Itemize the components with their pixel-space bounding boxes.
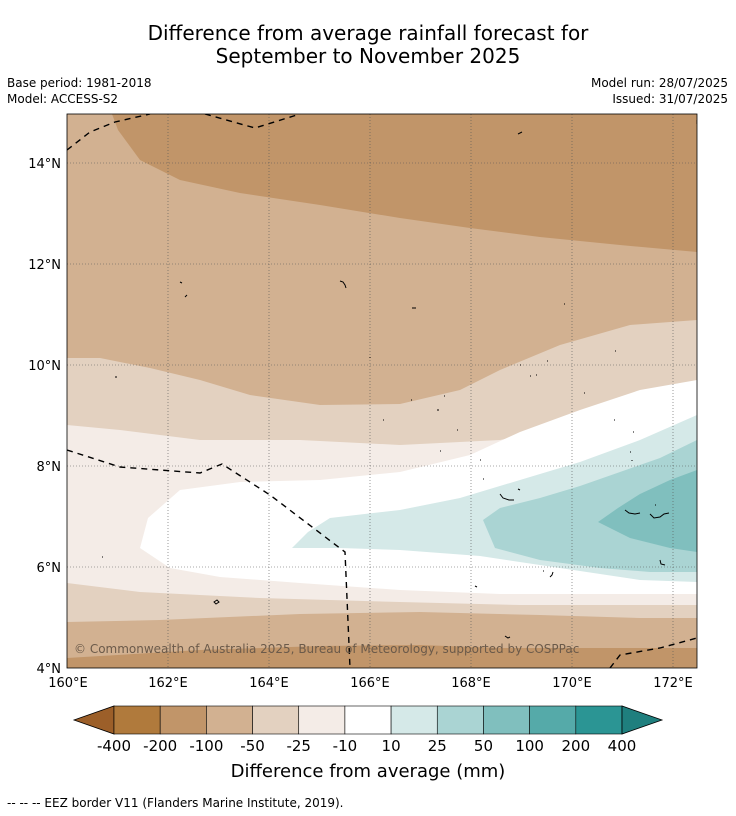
colorbar-tick-label: 10 xyxy=(382,737,401,755)
lon-label-170e: 170°E xyxy=(552,676,592,691)
lat-label-4n: 4°N xyxy=(37,662,62,677)
colorbar-swatch xyxy=(483,705,530,735)
colorbar-under-arrow xyxy=(72,705,115,735)
lat-label-6n: 6°N xyxy=(37,561,62,576)
model-run: Model run: 28/07/2025 xyxy=(590,76,728,90)
lon-label-164e: 164°E xyxy=(249,676,289,691)
lon-label-160e: 160°E xyxy=(48,676,88,691)
colorbar-swatch xyxy=(252,705,300,735)
eez-legend: -- -- -- EEZ border V11 (Flanders Marine… xyxy=(7,796,344,810)
lon-label-172e: 172°E xyxy=(653,676,693,691)
islands xyxy=(102,120,697,639)
copyright-text: © Commonwealth of Australia 2025, Bureau… xyxy=(74,642,579,656)
lat-labels: 14°N 12°N 10°N 8°N 6°N 4°N xyxy=(28,157,61,677)
lat-label-12n: 12°N xyxy=(28,258,61,273)
lat-label-14n: 14°N xyxy=(28,157,61,172)
colorbar-swatch xyxy=(529,705,577,735)
title-line-2: September to November 2025 xyxy=(215,44,521,68)
colorbar: -400 -200 -100 -50 -25 -10 10 25 50 100 200 400 xyxy=(72,705,664,755)
lat-label-8n: 8°N xyxy=(37,460,62,475)
base-period: Base period: 1981-2018 xyxy=(7,76,152,90)
colorbar-swatch xyxy=(298,705,346,735)
eez-borders xyxy=(67,114,697,668)
issued-date: Issued: 31/07/2025 xyxy=(612,92,728,106)
colorbar-swatch xyxy=(206,705,253,735)
colorbar-over-arrow xyxy=(621,705,664,735)
lon-label-166e: 166°E xyxy=(350,676,390,691)
colorbar-swatch xyxy=(159,705,207,735)
colorbar-tick-label: -25 xyxy=(286,737,311,755)
colorbar-tick-label: 50 xyxy=(474,737,493,755)
lat-label-10n: 10°N xyxy=(28,359,61,374)
contour-layer xyxy=(67,114,697,668)
map-title: Difference from average rainfall forecas… xyxy=(0,22,736,68)
lon-label-162e: 162°E xyxy=(148,676,188,691)
rainfall-map: © Commonwealth of Australia 2025, Bureau… xyxy=(28,113,698,755)
colorbar-tick-label: 25 xyxy=(428,737,447,755)
grid-lines xyxy=(67,114,697,668)
model-name: Model: ACCESS-S2 xyxy=(7,92,119,106)
meta-right: Model run: 28/07/2025 Issued: 31/07/2025 xyxy=(591,75,728,107)
colorbar-tick-label: -200 xyxy=(143,737,177,755)
colorbar-tick-label: 100 xyxy=(515,737,544,755)
meta-left: Base period: 1981-2018 Model: ACCESS-S2 xyxy=(7,75,152,107)
colorbar-tick-label: -50 xyxy=(240,737,265,755)
colorbar-tick-label: -10 xyxy=(333,737,358,755)
contour-band-m200 xyxy=(112,114,697,252)
colorbar-swatch xyxy=(113,705,161,735)
colorbar-tick-label: 400 xyxy=(608,737,637,755)
colorbar-tick-labels: -400 -200 -100 -50 -25 -10 10 25 50 100 200 400 xyxy=(97,737,636,755)
lon-labels: 160°E 162°E 164°E 166°E 168°E 170°E 172°… xyxy=(48,676,693,691)
title-line-1: Difference from average rainfall forecas… xyxy=(147,21,589,45)
colorbar-swatch xyxy=(344,705,392,735)
colorbar-tick-label: -100 xyxy=(189,737,223,755)
colorbar-swatch xyxy=(390,705,438,735)
contour-band-m200-south xyxy=(67,645,697,668)
contour-band-p50 xyxy=(598,470,697,552)
lon-label-168e: 168°E xyxy=(451,676,491,691)
colorbar-label: Difference from average (mm) xyxy=(230,761,506,782)
colorbar-tick-label: -400 xyxy=(97,737,131,755)
colorbar-swatch xyxy=(436,705,484,735)
colorbar-swatch xyxy=(575,705,623,735)
colorbar-swatches xyxy=(113,705,623,735)
colorbar-tick-label: 200 xyxy=(561,737,590,755)
map-frame xyxy=(66,113,698,669)
